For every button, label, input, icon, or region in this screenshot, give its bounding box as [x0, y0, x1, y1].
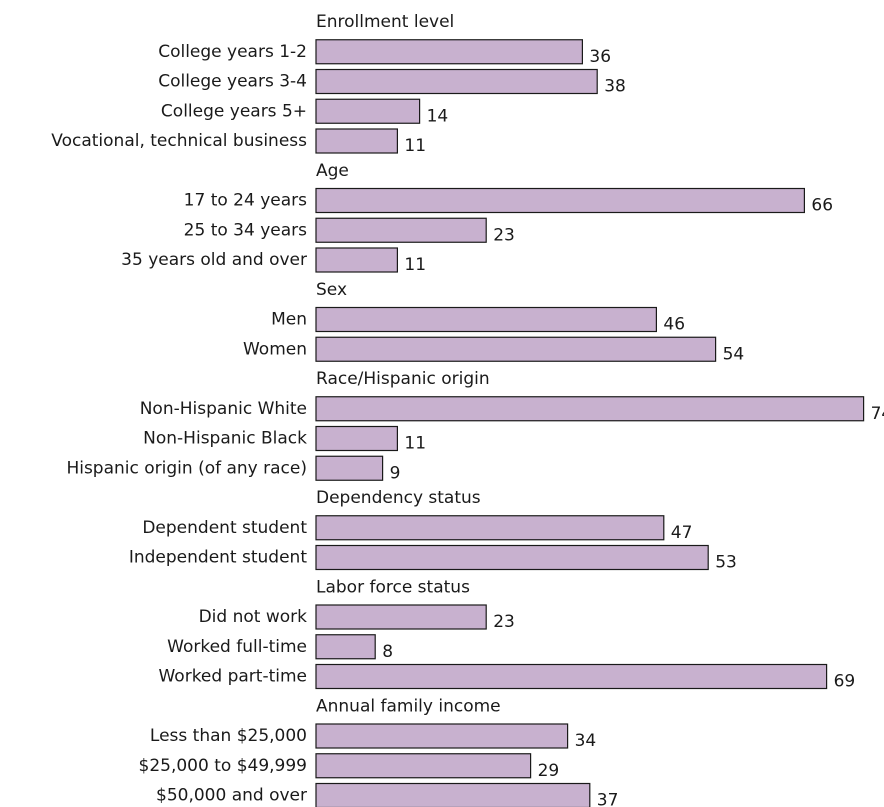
- group-title: Labor force status: [316, 577, 470, 597]
- group-title: Dependency status: [316, 488, 481, 508]
- category-label: Hispanic origin (of any race): [66, 458, 307, 478]
- data-label: 9: [390, 463, 401, 483]
- category-label: Vocational, technical business: [51, 131, 307, 151]
- data-label: 11: [404, 434, 426, 454]
- category-label: 35 years old and over: [121, 250, 307, 270]
- group-title: Sex: [316, 280, 347, 300]
- bar: [315, 604, 487, 630]
- bar: [315, 217, 487, 243]
- bar: [315, 187, 805, 214]
- category-label: Men: [271, 310, 307, 330]
- bar: [315, 396, 865, 422]
- bar: [315, 306, 657, 333]
- bar: [315, 68, 598, 95]
- data-label: 14: [427, 106, 449, 126]
- data-label: 54: [723, 344, 745, 364]
- category-label: College years 1-2: [158, 42, 307, 62]
- data-label: 74: [871, 404, 884, 424]
- category-label: Non-Hispanic Black: [143, 429, 307, 449]
- category-label: Independent student: [129, 548, 307, 568]
- category-label: Worked part-time: [158, 667, 307, 687]
- bar: [315, 455, 384, 481]
- bar: [315, 336, 717, 362]
- data-label: 29: [538, 761, 560, 781]
- bar: [315, 782, 591, 807]
- group-title: Age: [316, 161, 349, 181]
- data-label: 47: [671, 523, 693, 543]
- category-label: College years 5+: [161, 101, 307, 121]
- data-label: 69: [834, 672, 856, 692]
- data-label: 53: [715, 553, 737, 573]
- data-label: 8: [382, 642, 393, 662]
- bar: [315, 723, 569, 749]
- category-label: Women: [243, 339, 307, 359]
- category-label: 17 to 24 years: [184, 191, 307, 211]
- bar: [315, 425, 399, 452]
- bar: [315, 663, 828, 690]
- category-label: Non-Hispanic White: [140, 399, 307, 419]
- data-label: 46: [663, 315, 685, 335]
- category-label: Worked full-time: [167, 637, 307, 657]
- data-label: 11: [404, 136, 426, 156]
- category-label: Less than $25,000: [150, 726, 307, 746]
- bar: [315, 247, 399, 273]
- category-label: College years 3-4: [158, 72, 307, 92]
- data-label: 34: [575, 731, 597, 751]
- category-label: 25 to 34 years: [184, 220, 307, 240]
- category-label: Did not work: [199, 607, 308, 627]
- data-label: 37: [597, 791, 619, 807]
- bar: [315, 39, 583, 65]
- category-label: $50,000 and over: [156, 786, 307, 806]
- bar: [315, 544, 709, 571]
- data-label: 66: [811, 196, 833, 216]
- group-title: Enrollment level: [316, 12, 454, 32]
- bar: [315, 128, 399, 154]
- category-label: $25,000 to $49,999: [139, 756, 307, 776]
- group-title: Annual family income: [316, 696, 501, 716]
- data-label: 11: [404, 255, 426, 275]
- data-label: 36: [589, 47, 611, 67]
- data-label: 23: [493, 225, 515, 245]
- bar: [315, 98, 421, 124]
- category-label: Dependent student: [142, 518, 307, 538]
- group-title: Race/Hispanic origin: [316, 369, 490, 389]
- data-label: 38: [604, 77, 626, 97]
- bar: [315, 634, 376, 660]
- bar: [315, 515, 665, 541]
- data-label: 23: [493, 612, 515, 632]
- bar: [315, 753, 532, 779]
